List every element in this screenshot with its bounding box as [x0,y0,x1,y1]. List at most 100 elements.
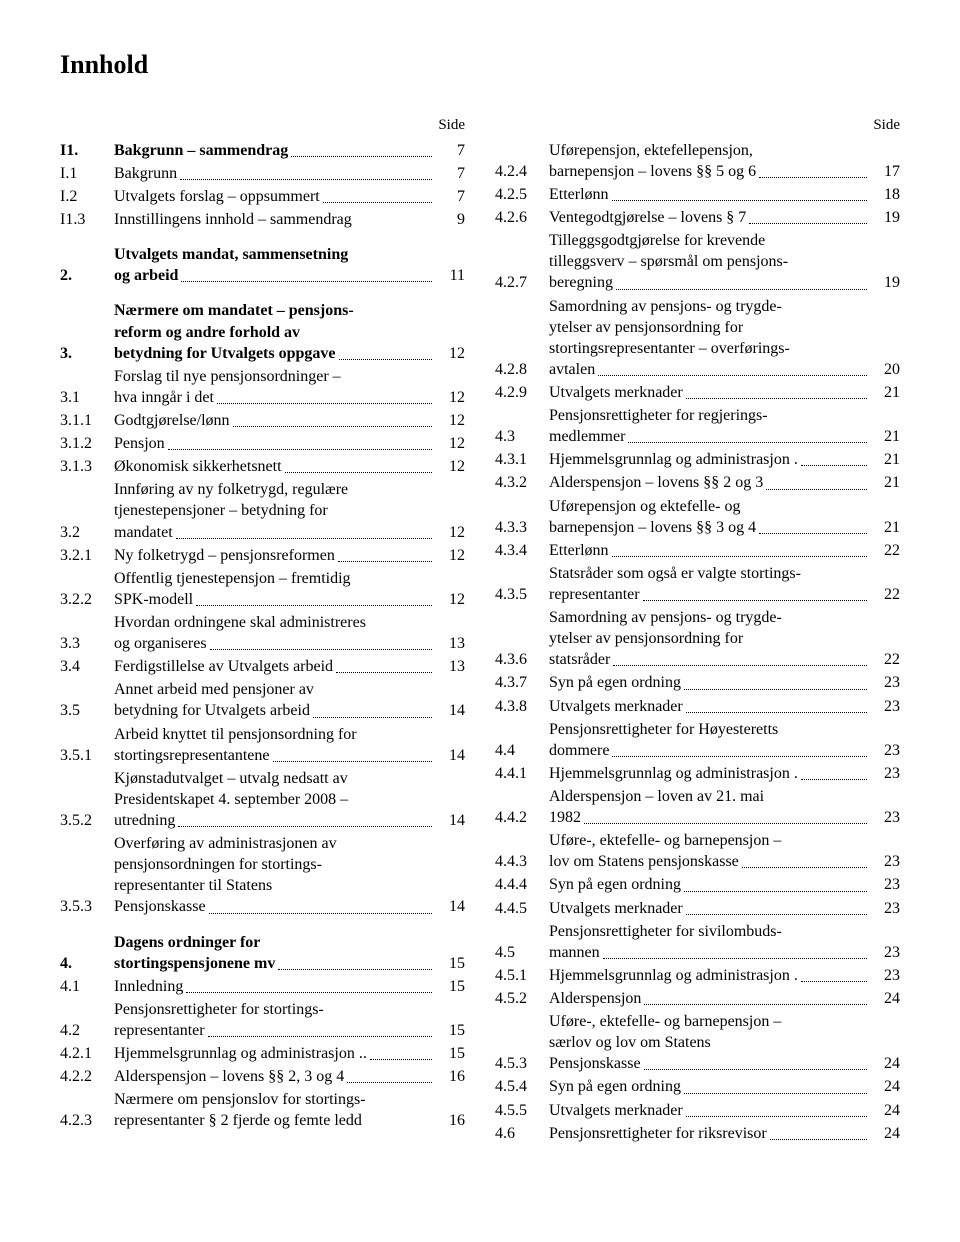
toc-text-label: lov om Statens pensjonskasse [549,851,739,872]
toc-entry: 4.2.6Ventegodtgjørelse – lovens § 719 [495,207,900,228]
toc-text-label: hva inngår i det [114,387,214,408]
toc-text-line: Uføre-, ektefelle- og barnepensjon – [549,1011,870,1032]
toc-entry-page: 12 [435,343,465,364]
toc-entry-text: Innledning [114,976,435,997]
toc-text-label: SPK-modell [114,589,193,610]
toc-text-label: barnepensjon – lovens §§ 3 og 4 [549,517,756,538]
toc-text-label: Etterlønn [549,184,609,205]
toc-entry-text: Pensjonsrettigheter for Høyesterettsdomm… [549,719,870,761]
toc-text-lastline: mandatet [114,522,435,543]
toc-entry-page: 15 [435,953,465,974]
toc-entry-number: 4.3 [495,426,549,447]
toc-text-lastline: Ferdigstillelse av Utvalgets arbeid [114,656,435,677]
toc-leader [196,605,432,606]
toc-entry-page: 18 [870,184,900,205]
toc-leader [643,600,867,601]
toc-entry: 4.2.8Samordning av pensjons- og trygde-y… [495,296,900,380]
toc-leader [759,533,867,534]
toc-entry-number: 3.1.3 [60,456,114,477]
toc-text-line: Pensjonsrettigheter for Høyesteretts [549,719,870,740]
toc-leader [323,202,432,203]
toc-text-label: 1982 [549,807,581,828]
toc-entry-page: 23 [870,851,900,872]
toc-leader [742,867,867,868]
toc-entry-text: Kjønstadutvalget – utvalg nedsatt avPres… [114,768,435,831]
toc-entry-page: 14 [435,810,465,831]
toc-text-label: Ventegodtgjørelse – lovens § 7 [549,207,746,228]
toc-entry-page: 21 [870,449,900,470]
toc-entry: 4.5.2Alderspensjon24 [495,988,900,1009]
toc-entry: 4.2.1Hjemmelsgrunnlag og administrasjon … [60,1043,465,1064]
toc-text-line: Innføring av ny folketrygd, regulære [114,479,435,500]
toc-text-line: Annet arbeid med pensjoner av [114,679,435,700]
toc-entry-number: 4.6 [495,1123,549,1144]
toc-entry: 4.4.4Syn på egen ordning23 [495,874,900,895]
toc-entry-number: 4.5.2 [495,988,549,1009]
toc-entry-page: 13 [435,656,465,677]
toc-entry-page: 21 [870,472,900,493]
toc-text-line: Uførepensjon, ektefellepensjon, [549,140,870,161]
toc-entry-text: Arbeid knyttet til pensjonsordning forst… [114,724,435,766]
toc-entry: 2.Utvalgets mandat, sammensetningog arbe… [60,244,465,286]
toc-spacer [60,288,465,300]
toc-leader [686,712,867,713]
toc-entry-page: 12 [435,456,465,477]
toc-entry-number: 4.3.3 [495,517,549,538]
toc-entry: 3.1.3Økonomisk sikkerhetsnett12 [60,456,465,477]
toc-entry-number: 4.2.9 [495,382,549,403]
toc-text-label: barnepensjon – lovens §§ 5 og 6 [549,161,756,182]
toc-entry: 4.Dagens ordninger forstortingspensjonen… [60,932,465,974]
toc-entry: 4.3.3Uførepensjon og ektefelle- ogbarnep… [495,496,900,538]
toc-entry-page: 19 [870,207,900,228]
toc-text-line: stortingsrepresentanter – overførings- [549,338,870,359]
toc-text-lastline: SPK-modell [114,589,435,610]
toc-entry-page: 23 [870,672,900,693]
toc-entry-page: 24 [870,1123,900,1144]
toc-text-line: representanter til Statens [114,875,435,896]
toc-text-lastline: Alderspensjon – lovens §§ 2, 3 og 4 [114,1066,435,1087]
toc-text-lastline: beregning [549,272,870,293]
toc-text-lastline: Syn på egen ordning [549,874,870,895]
toc-entry: 4.4.1Hjemmelsgrunnlag og administrasjon … [495,763,900,784]
toc-leader [584,823,867,824]
toc-leader [168,449,432,450]
toc-entry-page: 23 [870,942,900,963]
toc-entry-number: 4.2.3 [60,1110,114,1131]
toc-text-label: representanter [114,1020,205,1041]
toc-text-lastline: Hjemmelsgrunnlag og administrasjon . [549,763,870,784]
toc-entry-number: 3.2 [60,522,114,543]
toc-text-label: mandatet [114,522,173,543]
toc-text-lastline: Hjemmelsgrunnlag og administrasjon . [549,965,870,986]
toc-entry-text: Alderspensjon – lovens §§ 2, 3 og 4 [114,1066,435,1087]
toc-text-line: Hvordan ordningene skal administreres [114,612,435,633]
toc-entry-text: Annet arbeid med pensjoner avbetydning f… [114,679,435,721]
toc-entry-page: 7 [435,163,465,184]
toc-leader [686,398,867,399]
toc-text-line: Arbeid knyttet til pensjonsordning for [114,724,435,745]
toc-text-label: Syn på egen ordning [549,672,681,693]
toc-entry-page: 12 [435,522,465,543]
toc-entry-number: 3.2.1 [60,545,114,566]
toc-text-line: Kjønstadutvalget – utvalg nedsatt av [114,768,435,789]
toc-entry-number: 4.2.1 [60,1043,114,1064]
toc-leader [285,472,432,473]
toc-text-label: Alderspensjon [549,988,641,1009]
toc-text-label: representanter [549,584,640,605]
toc-text-lastline: utredning [114,810,435,831]
toc-text-lastline: Pensjonsrettigheter for riksrevisor [549,1123,870,1144]
toc-leader [616,289,867,290]
toc-entry-text: Pensjonsrettigheter for riksrevisor [549,1123,870,1144]
toc-entry-page: 11 [435,265,465,286]
toc-leader [644,1069,867,1070]
toc-entry-number: 3.5.2 [60,810,114,831]
toc-entry: 4.5Pensjonsrettigheter for sivilombuds-m… [495,921,900,963]
toc-entry: I.1Bakgrunn7 [60,163,465,184]
toc-entry-number: 3.1 [60,387,114,408]
toc-text-label: Utvalgets merknader [549,898,683,919]
toc-entry-text: Hjemmelsgrunnlag og administrasjon .. [114,1043,435,1064]
toc-leader [749,223,867,224]
toc-text-line: Uførepensjon og ektefelle- og [549,496,870,517]
toc-text-lastline: avtalen [549,359,870,380]
toc-text-label: Etterlønn [549,540,609,561]
toc-leader [801,779,867,780]
